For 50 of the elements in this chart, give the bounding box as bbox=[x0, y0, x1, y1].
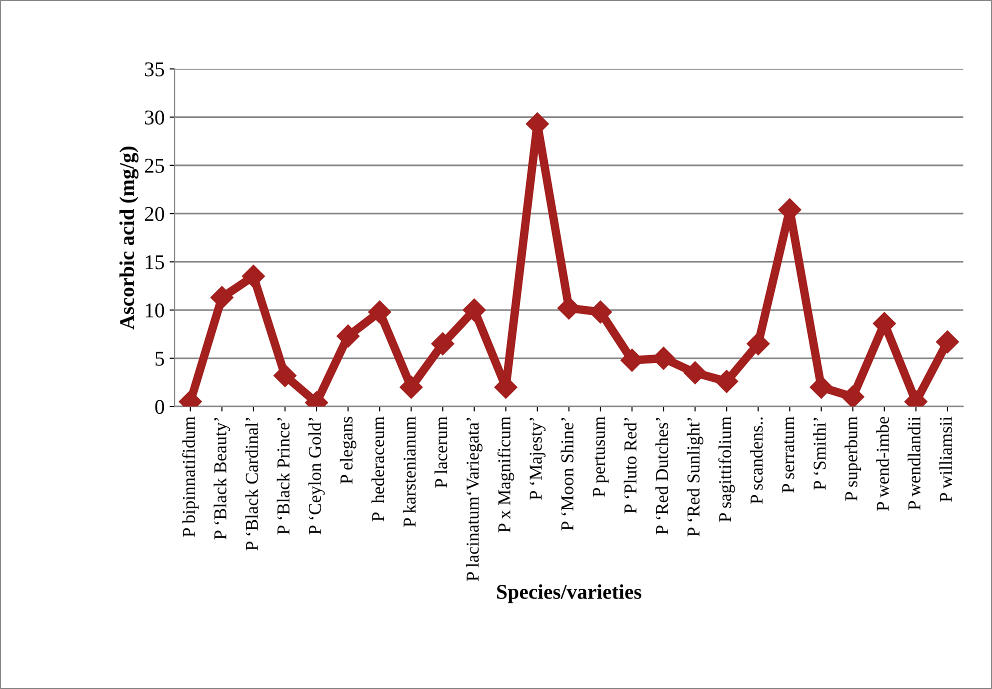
x-tick-label: P karstenianum bbox=[402, 416, 416, 527]
x-tick-label: P elegans bbox=[340, 416, 356, 484]
point bbox=[368, 300, 392, 324]
x-tick-label: P ‘Moon Shine’ bbox=[560, 418, 574, 530]
point bbox=[715, 370, 738, 393]
point bbox=[400, 376, 423, 399]
x-tick-label: P x Magnificum bbox=[498, 416, 514, 532]
y-tick-label: 20 bbox=[144, 206, 164, 222]
point bbox=[810, 376, 833, 399]
x-tick-label: P wend-imbe bbox=[876, 416, 889, 511]
point bbox=[431, 332, 454, 356]
x-tick-label: P ‘Majesty’ bbox=[530, 418, 546, 500]
x-tick-label: P ‘Red Dutches’ bbox=[655, 418, 668, 534]
x-axis-title: Species/varieties bbox=[497, 584, 642, 604]
y-axis-title: Ascorbic acid (mg/g) bbox=[119, 146, 138, 330]
point bbox=[684, 361, 707, 384]
point bbox=[462, 298, 486, 322]
x-tick-label: P sagittifolium bbox=[718, 416, 735, 522]
y-tick-label: 5 bbox=[156, 352, 164, 366]
point bbox=[841, 385, 864, 407]
x-tick-label: P ‘Black Cardinal’ bbox=[245, 418, 258, 550]
y-tick-label: 25 bbox=[144, 158, 164, 173]
x-tick-label: P ‘Red Sunlight’ bbox=[686, 418, 704, 536]
point bbox=[872, 312, 896, 336]
x-tick-label: P ‘Ceylon Gold’ bbox=[308, 418, 325, 534]
x-tick-label: P ‘Smithi’ bbox=[813, 418, 826, 490]
y-tick-label: 15 bbox=[146, 255, 164, 270]
point bbox=[746, 332, 770, 356]
x-tick-label: P serratum bbox=[782, 416, 794, 493]
point bbox=[274, 364, 296, 388]
point bbox=[936, 330, 959, 354]
x-tick-label: P ‘Black Beauty’ bbox=[214, 418, 230, 540]
x-tick-label: P wendlandii bbox=[908, 416, 920, 510]
y-tick-label: 30 bbox=[145, 110, 164, 125]
y-tick-label: 35 bbox=[145, 62, 164, 76]
x-tick-label: P hederaceum bbox=[371, 416, 384, 522]
y-tick-label: 10 bbox=[146, 303, 164, 318]
x-tick-label: P lacerum bbox=[434, 416, 448, 488]
x-tick-label: P ‘Pluto Red’ bbox=[624, 418, 637, 514]
x-tick-label: P lacinatum‘Variegata’ bbox=[466, 418, 482, 581]
x-tick-label: P bipinnatifidum bbox=[182, 416, 199, 537]
x-tick-label: P pertusum bbox=[592, 416, 609, 497]
x-tick-label: P scandens.. bbox=[750, 417, 763, 504]
point bbox=[210, 286, 234, 310]
point bbox=[242, 264, 265, 288]
x-tick-label: P ‘Black Prince’ bbox=[276, 418, 290, 534]
x-tick-label: P superbum bbox=[844, 416, 862, 501]
x-tick-label: P williamsii bbox=[939, 416, 952, 502]
y-tick-label: 0 bbox=[155, 400, 164, 414]
point bbox=[336, 324, 360, 348]
